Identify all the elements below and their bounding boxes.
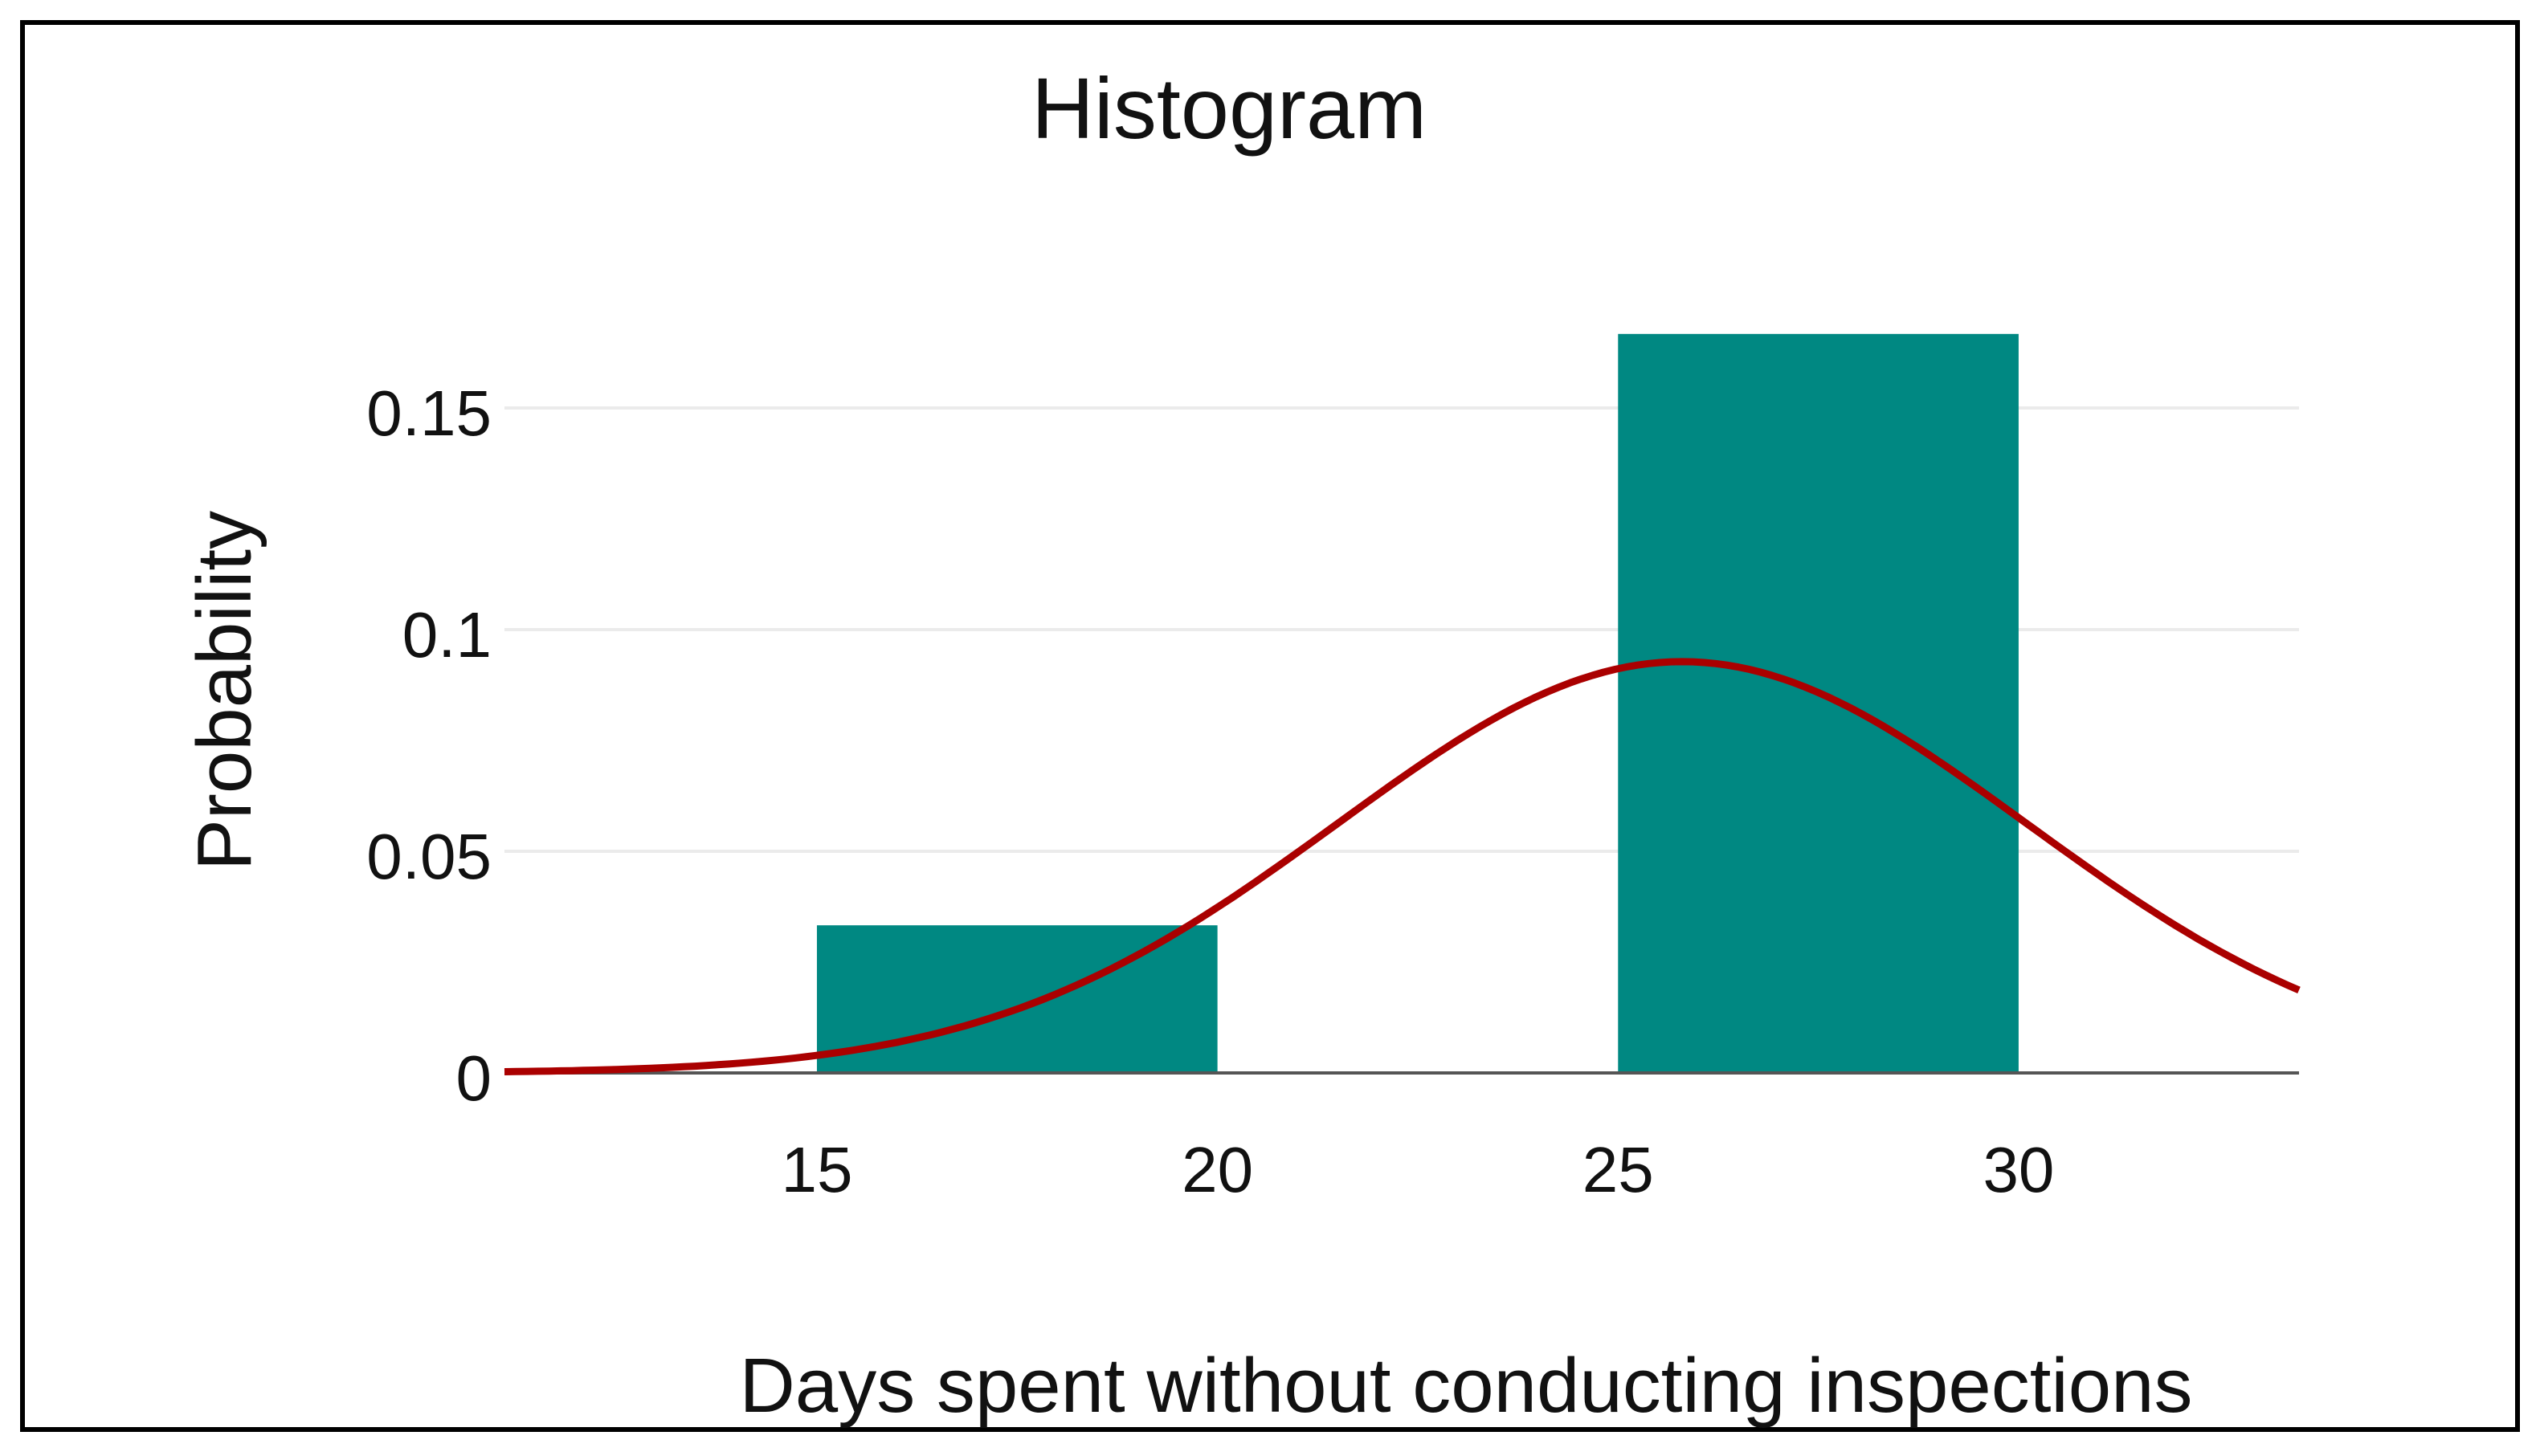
x-tick-label: 15 [781, 1134, 852, 1205]
y-tick-label: 0.05 [366, 821, 492, 892]
x-tick-label: 20 [1182, 1134, 1253, 1205]
y-axis-tick-labels: 0 0.05 0.1 0.15 [366, 377, 492, 1114]
y-tick-label: 0 [456, 1042, 492, 1114]
histogram-bars [816, 333, 2019, 1073]
histogram-bar [1618, 333, 2019, 1073]
y-tick-label: 0.15 [366, 377, 492, 449]
x-axis-label: Days spent without conducting inspection… [739, 1343, 2192, 1429]
chart-title: Histogram [1031, 59, 1427, 157]
x-tick-label: 25 [1582, 1134, 1654, 1205]
density-curve-group [504, 658, 2301, 1075]
x-tick-label: 30 [1983, 1134, 2054, 1205]
x-axis-tick-labels: 15 20 25 30 [781, 1134, 2054, 1205]
density-curve [504, 658, 2301, 1075]
y-tick-label: 0.1 [402, 599, 492, 671]
y-axis-label: Probability [182, 511, 267, 871]
chart-border [20, 20, 2520, 1432]
